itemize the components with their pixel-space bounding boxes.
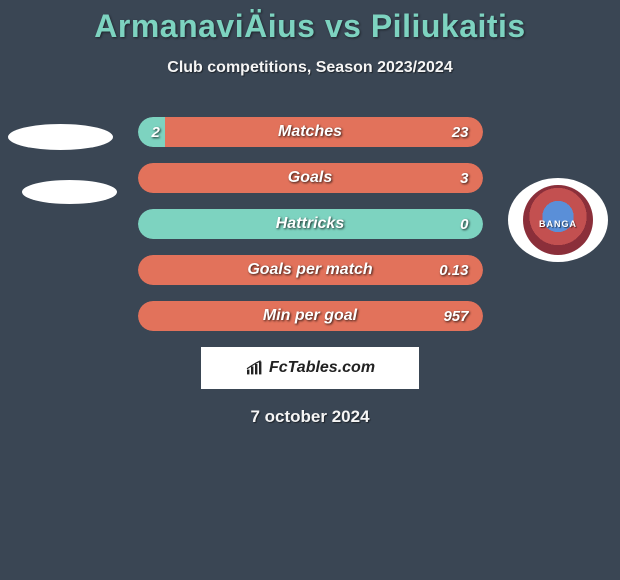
brand-text: FcTables.com bbox=[269, 359, 375, 377]
stat-row: Min per goal957 bbox=[138, 301, 483, 331]
club-logo-text: BANGA bbox=[539, 219, 577, 229]
stat-bar-left bbox=[138, 117, 166, 147]
club-logo-graphic: BANGA bbox=[523, 185, 593, 255]
date-text: 7 october 2024 bbox=[0, 407, 620, 427]
stat-row: 2Matches23 bbox=[138, 117, 483, 147]
brand-chart-icon bbox=[245, 360, 265, 376]
stat-row: Hattricks0 bbox=[138, 209, 483, 239]
player-left-marker-2 bbox=[22, 180, 117, 204]
stat-rows: 2Matches23 Goals3 Hattricks0 Goals per matc… bbox=[138, 117, 483, 331]
stat-bar-right bbox=[165, 117, 482, 147]
stat-bar-right bbox=[138, 255, 483, 285]
club-logo-right: BANGA bbox=[508, 178, 608, 262]
stat-bar-right bbox=[138, 163, 483, 193]
comparison-card: ArmanaviÄius vs Piliukaitis Club competi… bbox=[0, 0, 620, 427]
subtitle: Club competitions, Season 2023/2024 bbox=[0, 59, 620, 77]
page-title: ArmanaviÄius vs Piliukaitis bbox=[0, 8, 620, 45]
stat-row: Goals3 bbox=[138, 163, 483, 193]
player-left-marker-1 bbox=[8, 124, 113, 150]
stat-bar-full bbox=[138, 209, 483, 239]
brand-box: FcTables.com bbox=[201, 347, 419, 389]
stat-row: Goals per match0.13 bbox=[138, 255, 483, 285]
stat-bar-right bbox=[138, 301, 483, 331]
